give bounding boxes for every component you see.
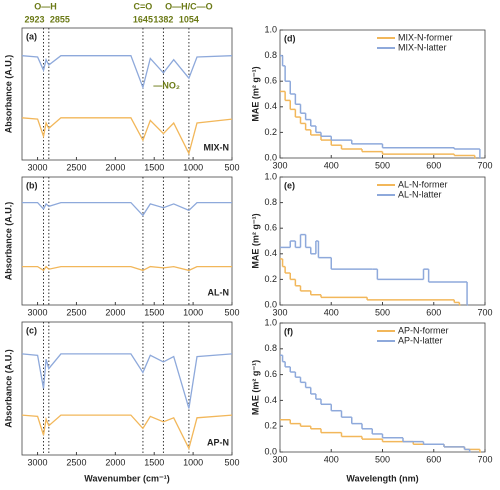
legend-label: AL-N-latter xyxy=(398,189,442,199)
panel-label: (b) xyxy=(26,180,38,190)
y-axis-label: Absorbance (A.U.) xyxy=(3,349,13,428)
legend-label: MIX-N-latter xyxy=(398,42,447,52)
spectrum-line xyxy=(21,353,233,409)
x-tick-label: 1500 xyxy=(144,307,164,317)
y-tick-label: 0.4 xyxy=(264,101,277,111)
y-tick-label: 0.6 xyxy=(264,76,277,86)
panel-label: (a) xyxy=(26,31,37,41)
y-tick-label: 0.2 xyxy=(264,127,277,137)
y-tick-label: 1.0 xyxy=(264,171,277,181)
legend-label: MIX-N-former xyxy=(398,32,453,42)
spectrum-line xyxy=(21,55,233,90)
spectrum-line xyxy=(21,414,233,451)
y-axis-label: MAE (m² g⁻¹) xyxy=(250,213,260,268)
y-tick-label: 1.0 xyxy=(264,317,277,327)
legend-label: AL-N-former xyxy=(398,179,448,189)
y-tick-label: 1.0 xyxy=(264,24,277,34)
x-tick-label: 2000 xyxy=(105,162,125,172)
legend-label: AP-N-latter xyxy=(398,335,443,345)
x-tick-label: 600 xyxy=(426,307,441,317)
spectrum-line xyxy=(21,117,233,156)
x-tick-label: 2000 xyxy=(105,457,125,467)
x-tick-label: 700 xyxy=(477,160,492,170)
y-tick-label: 0.8 xyxy=(264,343,277,353)
y-tick-label: 0.8 xyxy=(264,50,277,60)
x-tick-label: 1000 xyxy=(183,307,203,317)
x-tick-label: 2500 xyxy=(66,307,86,317)
x-tick-label: 300 xyxy=(272,454,287,464)
x-tick-label: 2500 xyxy=(66,162,86,172)
plot-frame xyxy=(21,176,233,306)
x-tick-label: 500 xyxy=(224,457,239,467)
x-tick-label: 600 xyxy=(426,454,441,464)
wavenumber-label: 2923 xyxy=(25,14,45,24)
x-tick-label: 600 xyxy=(426,160,441,170)
x-axis-label: Wavenumber (cm⁻¹) xyxy=(84,473,169,483)
spectrum-line xyxy=(22,201,232,217)
sample-label: MIX-N xyxy=(204,142,230,152)
x-tick-label: 300 xyxy=(272,307,287,317)
x-tick-label: 1500 xyxy=(144,457,164,467)
y-tick-label: 0.2 xyxy=(264,421,277,431)
spectrum-line xyxy=(22,265,232,272)
x-tick-label: 400 xyxy=(324,454,339,464)
y-tick-label: 0.4 xyxy=(264,248,277,258)
panel-label: (e) xyxy=(284,180,295,190)
x-tick-label: 300 xyxy=(272,160,287,170)
x-tick-label: 400 xyxy=(324,307,339,317)
y-tick-label: 0.0 xyxy=(264,152,277,162)
x-tick-label: 700 xyxy=(477,307,492,317)
annotation: —NO₂ xyxy=(153,80,180,90)
band-label: O—H xyxy=(34,1,57,11)
x-tick-label: 500 xyxy=(375,160,390,170)
x-tick-label: 3000 xyxy=(28,457,48,467)
sample-label: AP-N xyxy=(207,437,229,447)
plot-frame xyxy=(21,321,233,456)
x-tick-label: 400 xyxy=(324,160,339,170)
wavenumber-label: 2855 xyxy=(50,14,70,24)
x-tick-label: 500 xyxy=(224,307,239,317)
legend-label: AP-N-former xyxy=(398,325,449,335)
y-axis-label: MAE (m² g⁻¹) xyxy=(250,66,260,121)
band-label: C=O xyxy=(134,1,153,11)
y-axis-label: Absorbance (A.U.) xyxy=(3,202,13,281)
y-axis-label: Absorbance (A.U.) xyxy=(3,55,13,134)
y-tick-label: 0.2 xyxy=(264,274,277,284)
y-tick-label: 0.4 xyxy=(264,395,277,405)
x-tick-label: 700 xyxy=(477,454,492,464)
y-axis-label: MAE (m² g⁻¹) xyxy=(250,360,260,415)
x-tick-label: 3000 xyxy=(28,162,48,172)
x-tick-label: 1000 xyxy=(183,162,203,172)
wavenumber-label: 1054 xyxy=(179,14,199,24)
x-axis-label: Wavelength (nm) xyxy=(346,473,418,483)
y-tick-label: 0.0 xyxy=(264,299,277,309)
x-tick-label: 2500 xyxy=(66,457,86,467)
plot-frame xyxy=(279,176,486,306)
sample-label: AL-N xyxy=(208,287,230,297)
y-tick-label: 0.0 xyxy=(264,446,277,456)
x-tick-label: 1000 xyxy=(183,457,203,467)
x-tick-label: 500 xyxy=(375,307,390,317)
band-label: O—H/C—O xyxy=(165,1,213,11)
wavenumber-label: 1645 xyxy=(133,14,153,24)
wavenumber-label: 1382 xyxy=(153,14,173,24)
x-tick-label: 500 xyxy=(375,454,390,464)
x-tick-label: 500 xyxy=(224,162,239,172)
y-tick-label: 0.6 xyxy=(264,369,277,379)
x-tick-label: 2000 xyxy=(105,307,125,317)
plot-frame xyxy=(21,27,233,161)
panel-label: (f) xyxy=(284,326,293,336)
y-tick-label: 0.8 xyxy=(264,197,277,207)
y-tick-label: 0.6 xyxy=(264,223,277,233)
x-tick-label: 3000 xyxy=(28,307,48,317)
panel-label: (c) xyxy=(26,325,37,335)
plot-frame xyxy=(279,29,486,159)
x-tick-label: 1500 xyxy=(144,162,164,172)
panel-label: (d) xyxy=(284,33,296,43)
